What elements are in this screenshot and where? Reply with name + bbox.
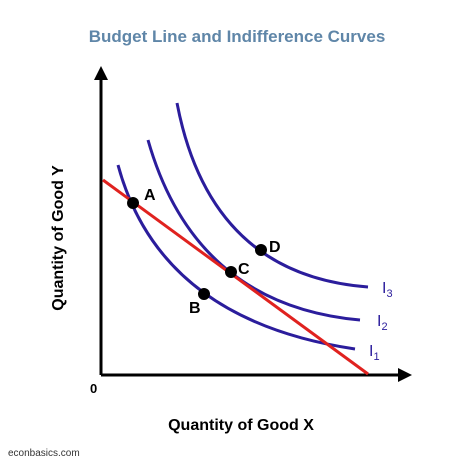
curve-label-sub: 1 (373, 351, 379, 363)
origin-label: 0 (90, 381, 97, 396)
x-arrow (398, 368, 412, 382)
point-label: C (238, 261, 250, 278)
curve-label: I1 (369, 343, 380, 363)
x-axis-label: Quantity of Good X (168, 417, 314, 434)
point-label: A (144, 187, 156, 204)
curve-i3 (175, 102, 369, 289)
source: econbasics.com (8, 448, 80, 459)
point-d (255, 244, 267, 256)
curve-label-sub: 3 (386, 288, 392, 300)
curve-label-base: I (369, 343, 373, 360)
curve-label: I3 (382, 280, 393, 300)
curve-label-sub: 2 (381, 321, 387, 333)
title: Budget Line and Indifference Curves (89, 27, 386, 46)
y-axis-label: Quantity of Good Y (50, 165, 67, 311)
budget-line (102, 178, 369, 376)
y-arrow (94, 66, 108, 80)
point-label: B (189, 300, 201, 317)
point-b (198, 288, 210, 300)
point-c (225, 266, 237, 278)
curve-label-base: I (377, 313, 381, 330)
point-label: D (269, 239, 281, 256)
curve-label: I2 (377, 313, 388, 333)
point-a (127, 197, 139, 209)
curve-label-base: I (382, 280, 386, 297)
